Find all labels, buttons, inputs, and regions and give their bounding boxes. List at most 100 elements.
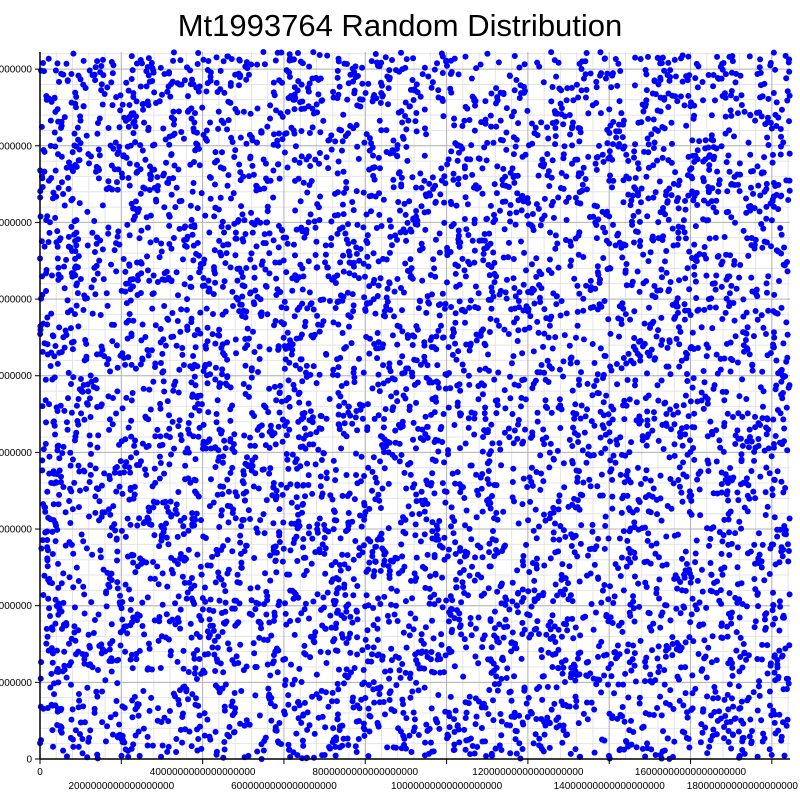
data-point [552, 125, 559, 132]
data-point [442, 708, 449, 715]
data-point [272, 441, 279, 448]
data-point [203, 127, 210, 134]
data-point [691, 271, 698, 278]
data-point [580, 614, 587, 621]
data-point [157, 400, 164, 407]
data-point [184, 93, 191, 100]
data-point [222, 681, 229, 688]
data-point [167, 93, 174, 100]
data-point [46, 401, 53, 408]
data-point [370, 296, 377, 303]
data-point [486, 458, 493, 465]
data-point [650, 194, 657, 201]
data-point [761, 577, 768, 584]
data-point [48, 98, 55, 105]
data-point [669, 634, 676, 641]
data-point [99, 688, 106, 695]
data-point [203, 305, 210, 312]
data-point [274, 137, 281, 144]
data-point [476, 366, 483, 373]
data-point [562, 586, 569, 593]
data-point [482, 365, 489, 372]
data-point [516, 64, 523, 71]
data-point [298, 719, 305, 726]
data-point [335, 364, 342, 371]
data-point [626, 528, 633, 535]
data-point [393, 145, 400, 152]
data-point [309, 75, 316, 82]
data-point [149, 142, 156, 149]
data-point [669, 652, 676, 659]
data-point [488, 752, 495, 759]
data-point [292, 362, 299, 369]
data-point [759, 415, 766, 422]
data-point [347, 649, 354, 656]
data-point [469, 237, 476, 244]
data-point [781, 752, 788, 759]
data-point [119, 101, 126, 108]
data-point [318, 457, 325, 464]
data-point [402, 99, 409, 106]
data-point [375, 371, 382, 378]
data-point [533, 625, 540, 632]
data-point [607, 438, 614, 445]
data-point [488, 421, 495, 428]
data-point [571, 430, 578, 437]
data-point [267, 672, 274, 679]
data-point [403, 715, 410, 722]
data-point [694, 84, 701, 91]
data-point [218, 512, 225, 519]
data-point [97, 311, 104, 318]
data-point [40, 446, 47, 453]
data-point [50, 743, 57, 750]
data-point [431, 490, 438, 497]
data-point [783, 319, 790, 326]
data-point [465, 372, 472, 379]
data-point [676, 464, 683, 471]
data-point [369, 553, 376, 560]
data-point [377, 99, 384, 106]
data-point [195, 392, 202, 399]
data-point [188, 115, 195, 122]
data-point [204, 562, 211, 569]
data-point [191, 476, 198, 483]
data-point [175, 489, 182, 496]
data-point [255, 369, 262, 376]
data-point [71, 218, 78, 225]
data-point [583, 282, 590, 289]
data-point [551, 520, 558, 527]
data-point [182, 223, 189, 230]
data-point [64, 174, 71, 181]
data-point [442, 652, 449, 659]
data-point [384, 377, 391, 384]
data-point [170, 234, 177, 241]
data-point [402, 669, 409, 676]
data-point [408, 749, 415, 756]
data-point [739, 376, 746, 383]
data-point [683, 561, 690, 568]
data-point [452, 707, 459, 714]
data-point [578, 87, 585, 94]
data-point [683, 423, 690, 430]
data-point [763, 424, 770, 431]
data-point [340, 168, 347, 175]
data-point [479, 636, 486, 643]
data-point [139, 356, 146, 363]
data-point [313, 691, 320, 698]
data-point [191, 110, 198, 117]
data-point [285, 95, 292, 102]
data-point [39, 457, 46, 464]
data-point [90, 276, 97, 283]
data-point [469, 171, 476, 178]
data-point [180, 523, 187, 530]
data-point [644, 370, 651, 377]
data-point [345, 323, 352, 330]
data-point [680, 603, 687, 610]
data-point [550, 214, 557, 221]
data-point [769, 607, 776, 614]
data-point [258, 741, 265, 748]
data-point [189, 691, 196, 698]
data-point [571, 549, 578, 556]
